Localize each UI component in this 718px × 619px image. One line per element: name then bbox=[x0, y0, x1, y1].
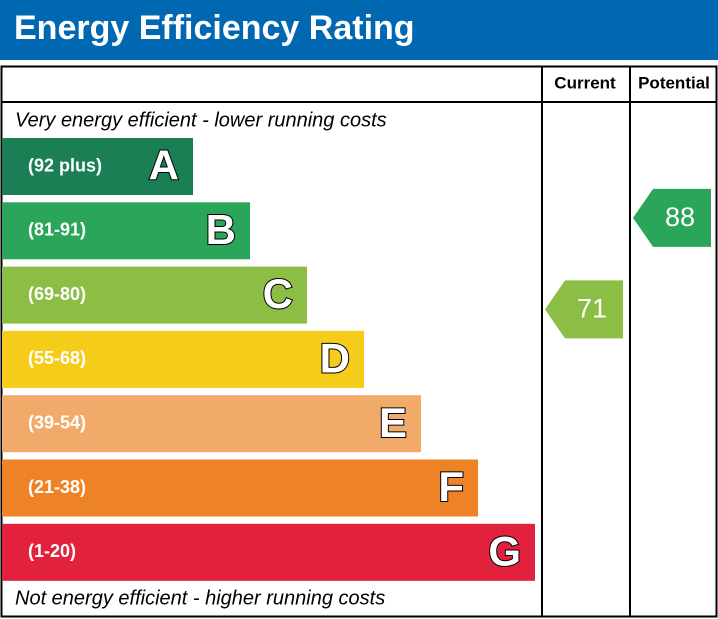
band-range: (69-80) bbox=[28, 284, 86, 304]
band-range: (39-54) bbox=[28, 412, 86, 432]
band-bar bbox=[2, 330, 364, 388]
band-bar bbox=[2, 395, 421, 453]
column-header: Current bbox=[554, 73, 616, 92]
top-note: Very energy efficient - lower running co… bbox=[15, 109, 387, 131]
band-range: (21-38) bbox=[28, 477, 86, 497]
band-bar bbox=[2, 459, 478, 517]
rating-value: 71 bbox=[577, 293, 607, 323]
band-bar bbox=[2, 266, 307, 324]
band-letter: A bbox=[149, 142, 179, 189]
band-letter: E bbox=[379, 399, 407, 446]
rating-arrow bbox=[545, 280, 623, 339]
rating-value: 88 bbox=[665, 202, 695, 232]
band-letter: C bbox=[263, 270, 293, 317]
column-header: Potential bbox=[638, 73, 710, 92]
band-letter: F bbox=[438, 463, 464, 510]
band-range: (92 plus) bbox=[28, 155, 102, 175]
chart-title: Energy Efficiency Rating bbox=[14, 9, 415, 47]
band-bar bbox=[2, 202, 250, 260]
band-bar bbox=[2, 523, 535, 581]
header-bar bbox=[0, 0, 718, 60]
band-letter: D bbox=[320, 334, 350, 381]
bottom-note: Not energy efficient - higher running co… bbox=[15, 587, 385, 609]
band-range: (81-91) bbox=[28, 220, 86, 240]
band-letter: B bbox=[206, 206, 236, 253]
frame bbox=[0, 65, 718, 618]
band-range: (55-68) bbox=[28, 348, 86, 368]
band-letter: G bbox=[488, 527, 521, 574]
band-bar bbox=[2, 138, 193, 195]
band-range: (1-20) bbox=[28, 541, 76, 561]
rating-arrow bbox=[633, 188, 711, 247]
